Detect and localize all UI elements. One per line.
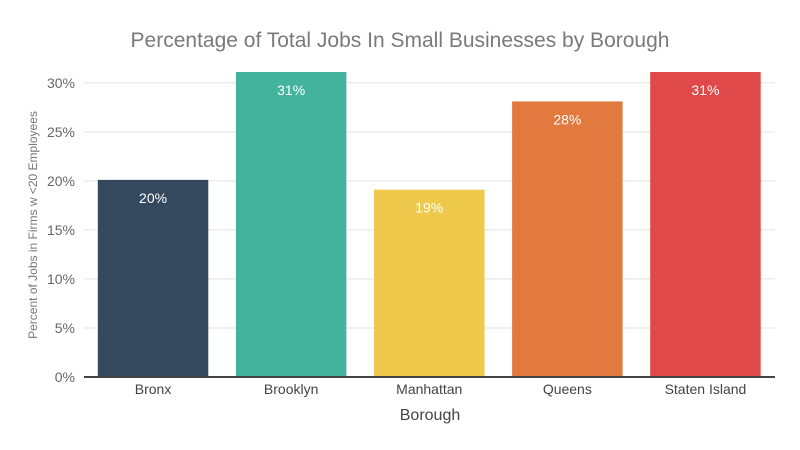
bar-queens (512, 101, 623, 378)
y-tick-label: 25% (47, 124, 75, 140)
y-axis-ticks: 0% 5% 10% 15% 20% 25% 30% (47, 75, 75, 385)
x-tick-label: Queens (543, 381, 592, 397)
y-tick-label: 0% (55, 369, 75, 385)
bar-manhattan (374, 189, 485, 377)
data-label: 28% (553, 111, 581, 127)
bars (97, 72, 761, 378)
x-tick-label: Bronx (135, 381, 172, 397)
x-axis-ticks: Bronx Brooklyn Manhattan Queens Staten Islan… (135, 381, 747, 397)
x-axis-title: Borough (400, 407, 461, 424)
bar-staten-island (650, 72, 761, 377)
data-label: 31% (277, 82, 305, 98)
x-tick-label: Manhattan (396, 381, 462, 397)
data-label: 19% (415, 200, 443, 216)
data-label: 31% (691, 82, 719, 98)
y-axis-title: Percent of Jobs in Firms w <20 Employees (26, 111, 40, 339)
y-tick-label: 10% (47, 271, 75, 287)
bar-brooklyn (235, 72, 347, 377)
x-tick-label: Staten Island (665, 381, 747, 397)
chart-title: Percentage of Total Jobs In Small Busine… (131, 29, 670, 52)
y-tick-label: 5% (55, 320, 75, 336)
y-tick-label: 30% (47, 75, 75, 91)
y-tick-label: 20% (47, 173, 75, 189)
data-labels: 20% 31% 19% 28% 31% (139, 82, 719, 216)
data-label: 20% (139, 190, 167, 206)
y-tick-label: 15% (47, 222, 75, 238)
x-tick-label: Brooklyn (264, 381, 318, 397)
bar-bronx (97, 179, 209, 377)
